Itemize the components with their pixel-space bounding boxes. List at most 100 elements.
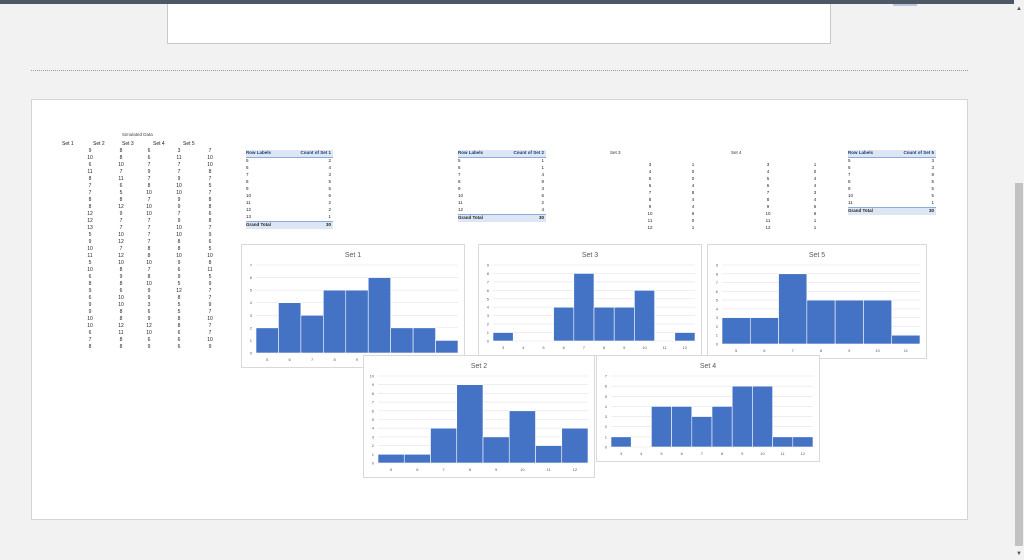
data-cell[interactable]: 6 [119, 183, 123, 189]
data-cell[interactable]: 8 [208, 169, 212, 175]
data-cell[interactable]: 8 [88, 344, 92, 350]
data-cell[interactable]: 10 [87, 323, 93, 329]
histogram-bar[interactable] [430, 427, 458, 464]
histogram-bar[interactable] [834, 299, 864, 345]
data-cell[interactable]: 12 [118, 204, 124, 210]
frequency-cell[interactable]: 4 [813, 183, 817, 188]
frequency-cell[interactable]: 11 [647, 218, 653, 223]
histogram-bar[interactable] [323, 289, 347, 354]
data-cell[interactable]: 10 [207, 337, 213, 343]
frequency-cell[interactable]: 4 [813, 197, 817, 202]
data-cell[interactable]: 7 [177, 162, 181, 168]
pivot-row[interactable]: 10 6 [458, 193, 546, 200]
histogram-bar[interactable] [691, 416, 713, 448]
histogram-bar[interactable] [403, 454, 431, 464]
data-cell[interactable]: 8 [177, 246, 181, 252]
data-cell[interactable]: 7 [208, 309, 212, 315]
data-cell[interactable]: 8 [119, 197, 123, 203]
data-cell[interactable]: 9 [88, 302, 92, 308]
data-cell[interactable]: 9 [147, 288, 151, 294]
histogram-bar[interactable] [561, 427, 589, 464]
data-cell[interactable]: 10 [118, 162, 124, 168]
data-cell[interactable]: 7 [88, 183, 92, 189]
data-cell[interactable]: 6 [88, 295, 92, 301]
data-cell[interactable]: 10 [118, 232, 124, 238]
pivot-table-set2[interactable]: Row Labels Count of Set 2 5 1 6 1 7 4 8 9 9 3 10 6 11… [458, 150, 546, 222]
data-cell[interactable]: 8 [88, 281, 92, 287]
data-cell[interactable]: 7 [208, 288, 212, 294]
histogram-bar[interactable] [377, 454, 405, 464]
data-cell[interactable]: 9 [147, 295, 151, 301]
histogram-bar[interactable] [778, 273, 808, 345]
data-cell[interactable]: 11 [118, 330, 124, 336]
data-cell[interactable]: 9 [208, 302, 212, 308]
data-cell[interactable]: 10 [176, 253, 182, 259]
pivot-row[interactable]: 11 2 [246, 200, 333, 207]
data-cell[interactable]: 5 [177, 302, 181, 308]
histogram-bar[interactable] [278, 302, 302, 354]
data-cell[interactable]: 9 [147, 169, 151, 175]
data-cell[interactable]: 6 [119, 288, 123, 294]
data-cell[interactable]: 6 [88, 330, 92, 336]
frequency-cell[interactable]: 7 [648, 190, 652, 195]
data-cell[interactable]: 5 [208, 274, 212, 280]
frequency-cell[interactable]: 4 [648, 169, 652, 174]
frequency-cell[interactable]: 9 [648, 204, 652, 209]
data-cell[interactable]: 6 [147, 155, 151, 161]
data-cell[interactable]: 7 [147, 267, 151, 273]
histogram-bar[interactable] [390, 327, 414, 354]
data-cell[interactable]: 10 [207, 316, 213, 322]
frequency-cell[interactable]: 1 [691, 162, 695, 167]
data-cell[interactable]: 7 [147, 232, 151, 238]
histogram-bar[interactable] [255, 327, 279, 354]
data-cell[interactable]: 8 [177, 323, 181, 329]
histogram-bar[interactable] [345, 289, 369, 354]
pivot-row[interactable]: 13 1 [246, 214, 333, 221]
data-cell[interactable]: 7 [147, 197, 151, 203]
data-cell[interactable]: 7 [177, 169, 181, 175]
data-cell[interactable]: 9 [88, 288, 92, 294]
data-cell[interactable]: 5 [208, 183, 212, 189]
frequency-cell[interactable]: 8 [691, 190, 695, 195]
data-cell[interactable]: 8 [177, 316, 181, 322]
data-cell[interactable]: 10 [146, 211, 152, 217]
data-cell[interactable]: 6 [208, 239, 212, 245]
frequency-cell[interactable]: 10 [647, 211, 653, 216]
frequency-cell[interactable]: 3 [813, 190, 817, 195]
data-cell[interactable]: 8 [177, 295, 181, 301]
data-cell[interactable]: 5 [88, 232, 92, 238]
data-cell[interactable]: 11 [118, 176, 124, 182]
data-cell[interactable]: 6 [208, 211, 212, 217]
frequency-cell[interactable]: 4 [691, 197, 695, 202]
data-cell[interactable]: 10 [87, 155, 93, 161]
data-cell[interactable]: 12 [176, 288, 182, 294]
data-cell[interactable]: 11 [207, 267, 213, 273]
histogram-bar[interactable] [731, 385, 753, 448]
histogram-bar[interactable] [749, 317, 779, 345]
data-cell[interactable]: 7 [208, 176, 212, 182]
histogram-chart-set4[interactable]: Set 4 0 1 2 3 4 5 6 7 3 4 5 6 7 8 9 10 11 12 [596, 355, 820, 462]
scroll-up-arrow-icon[interactable]: ▲ [1016, 6, 1022, 12]
histogram-bar[interactable] [482, 436, 510, 464]
data-cell[interactable]: 8 [119, 267, 123, 273]
frequency-cell[interactable]: 6 [813, 204, 817, 209]
data-cell[interactable]: 8 [147, 253, 151, 259]
data-cell[interactable]: 8 [177, 239, 181, 245]
frequency-cell[interactable]: 11 [765, 218, 771, 223]
data-cell[interactable]: 8 [208, 260, 212, 266]
histogram-chart-set3[interactable]: Set 3 0 1 2 3 4 5 6 7 8 9 3 4 5 6 7 8 9 10 11 12 [478, 244, 702, 356]
pivot-row[interactable]: 10 5 [848, 193, 936, 200]
frequency-cell[interactable]: 0 [813, 169, 817, 174]
data-cell[interactable]: 10 [146, 190, 152, 196]
data-cell[interactable]: 8 [119, 309, 123, 315]
data-cell[interactable]: 8 [88, 176, 92, 182]
frequency-cell[interactable]: 5 [766, 176, 770, 181]
